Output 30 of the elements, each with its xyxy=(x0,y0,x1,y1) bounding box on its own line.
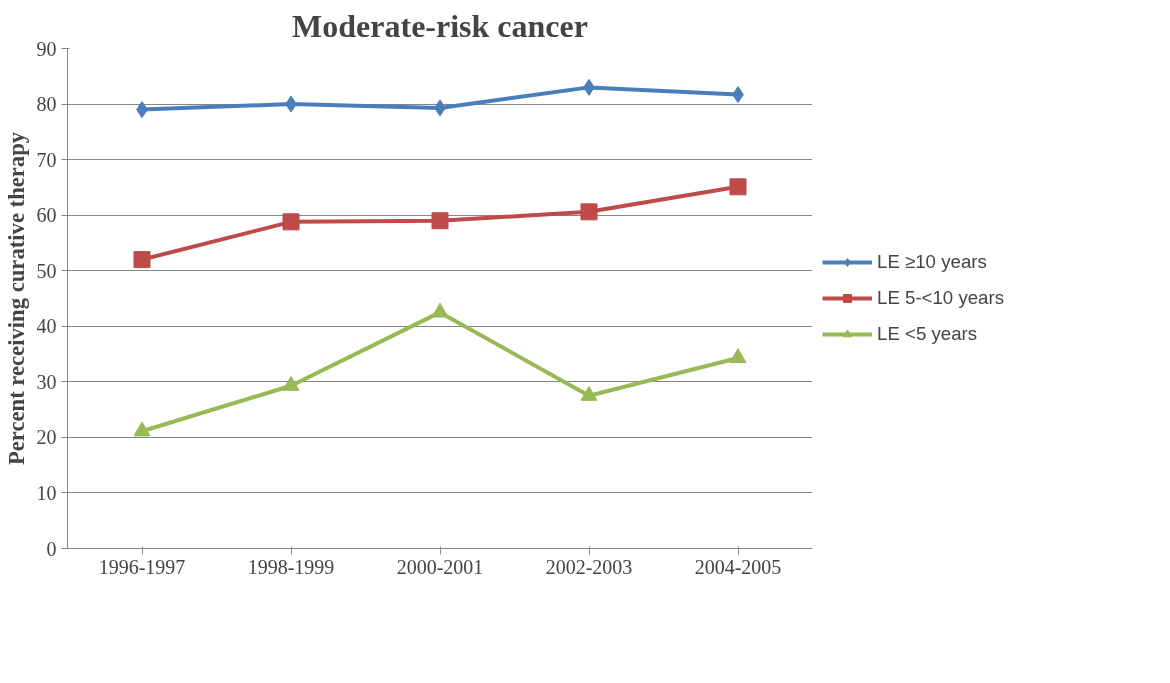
x-tick-label: 1998-1999 xyxy=(247,555,335,578)
x-tick-label: 2000-2001 xyxy=(396,555,484,578)
y-tick-label: 70 xyxy=(36,148,57,171)
y-tick-label: 50 xyxy=(36,259,57,282)
y-tick-label: 80 xyxy=(36,93,57,116)
y-tick-label: 10 xyxy=(36,481,57,504)
legend-label: LE 5-<10 years xyxy=(877,287,1005,309)
y-axis-title: Percent receiving curative therapy xyxy=(3,131,29,466)
y-tick-label: 20 xyxy=(36,426,57,449)
y-tick-label: 90 xyxy=(36,37,57,60)
x-tick-label: 2004-2005 xyxy=(694,555,782,578)
point xyxy=(431,302,449,318)
point xyxy=(282,213,300,231)
y-tick-label: 40 xyxy=(36,315,57,338)
point xyxy=(431,212,449,230)
point xyxy=(133,421,151,437)
point xyxy=(729,348,747,364)
point xyxy=(282,375,300,391)
point xyxy=(133,251,151,269)
point xyxy=(729,178,747,196)
point xyxy=(580,203,598,221)
y-tick-label: 60 xyxy=(36,204,57,227)
legend-label: LE ≥10 years xyxy=(877,251,987,273)
y-tick-label: 0 xyxy=(46,537,57,560)
chart-title: Moderate-risk cancer xyxy=(292,7,588,44)
x-tick-label: 1996-1997 xyxy=(98,555,186,578)
x-tick-label: 2002-2003 xyxy=(545,555,633,578)
point xyxy=(580,385,598,401)
y-tick-label: 30 xyxy=(36,370,57,393)
legend-label: LE <5 years xyxy=(877,323,978,345)
